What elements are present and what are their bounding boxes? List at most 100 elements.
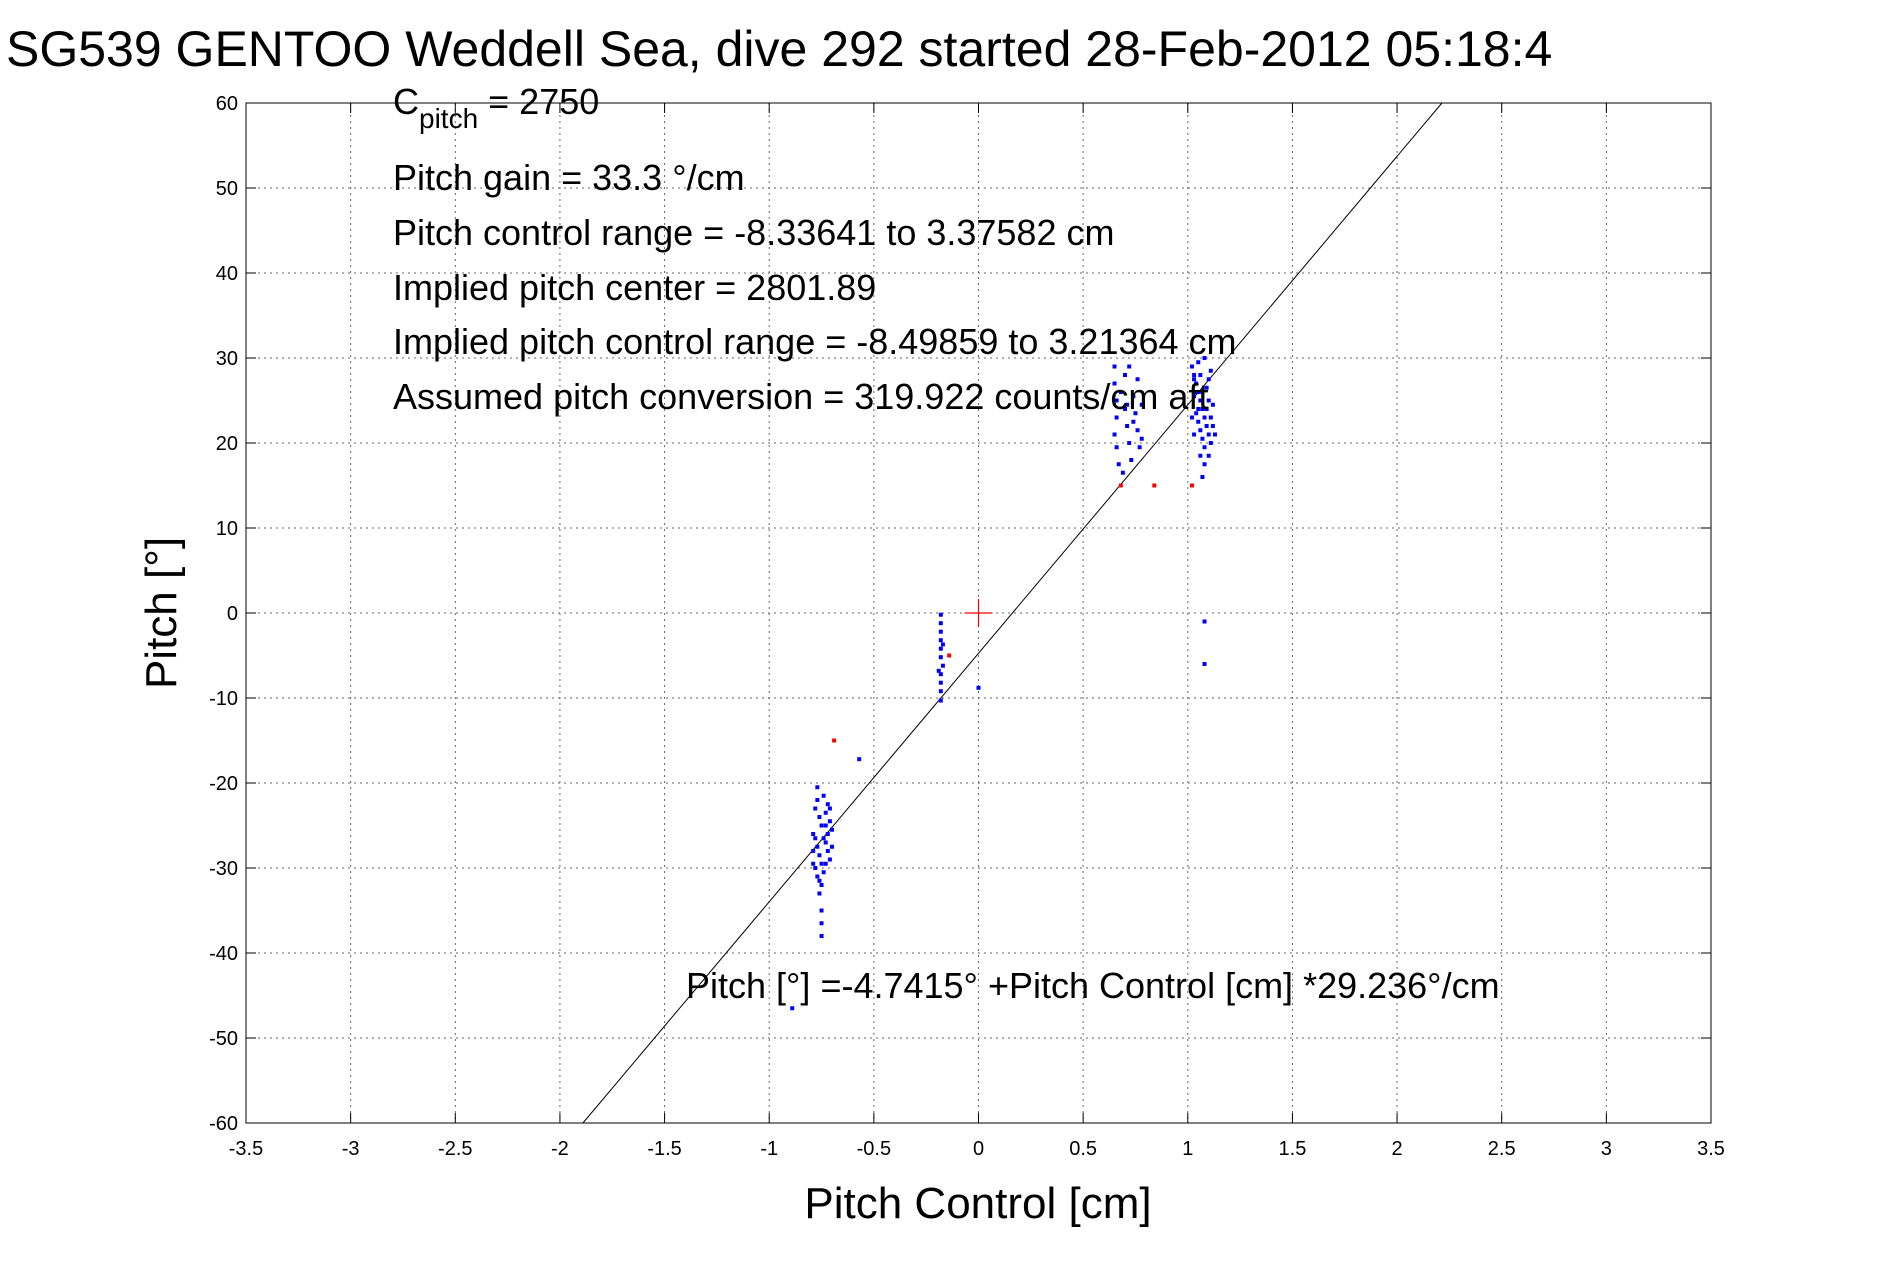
data-point (1204, 424, 1209, 428)
data-point (811, 849, 816, 853)
data-point (823, 840, 828, 845)
data-point (1192, 432, 1197, 437)
y-tick-label: 20 (216, 433, 238, 455)
data-point (821, 870, 826, 875)
data-point (1135, 428, 1140, 433)
axis-ticks (245, 102, 1712, 1124)
data-point (1125, 402, 1130, 407)
data-point (938, 689, 943, 694)
data-point (813, 866, 818, 870)
data-point (938, 612, 943, 617)
data-point (938, 655, 943, 660)
data-point (1198, 398, 1203, 403)
data-point (813, 836, 818, 841)
y-tick-label: -20 (209, 773, 238, 795)
data-point (825, 849, 830, 853)
y-tick-label: -10 (209, 688, 238, 710)
x-tick-label: -2 (551, 1138, 569, 1160)
data-point (1192, 394, 1197, 399)
data-point (830, 827, 834, 832)
data-point (938, 646, 943, 651)
assumed-pitch-conversion-annotation: Assumed pitch conversion = 319.922 count… (393, 376, 1208, 417)
data-point (830, 844, 834, 849)
data-point (1125, 424, 1130, 428)
data-point (1198, 373, 1203, 377)
data-point (1202, 445, 1207, 450)
data-point (1131, 419, 1136, 424)
data-point (1210, 424, 1215, 428)
x-tick-label: -2.5 (438, 1138, 472, 1160)
data-point (819, 861, 824, 866)
data-point (1194, 390, 1199, 394)
data-point (832, 738, 837, 743)
data-point (823, 861, 828, 866)
data-point (1202, 356, 1207, 360)
x-tick-label: -0.5 (857, 1138, 891, 1160)
x-tick-label: 1 (1182, 1138, 1193, 1160)
y-tick-label: 30 (216, 348, 238, 370)
data-point (819, 823, 824, 828)
data-point (1196, 390, 1201, 394)
data-point (1208, 368, 1213, 373)
data-point (821, 836, 826, 841)
fit-equation-annotation: Pitch [°] =-4.7415° +Pitch Control [cm] … (686, 965, 1500, 1006)
data-point (1112, 381, 1117, 386)
data-point (790, 1006, 795, 1011)
data-point (940, 663, 945, 668)
data-point (823, 823, 828, 828)
data-point (1118, 390, 1123, 394)
data-point (1123, 373, 1127, 377)
data-point (1198, 428, 1203, 433)
data-point (825, 832, 830, 836)
data-point (1200, 475, 1205, 479)
c-pitch-value: = 2750 (478, 81, 599, 122)
data-point (938, 621, 943, 626)
data-point (1129, 458, 1134, 462)
data-point (1127, 441, 1132, 445)
data-point (1202, 415, 1207, 420)
x-tick-label: -1 (760, 1138, 778, 1160)
data-point (1200, 436, 1205, 441)
c-pitch-annotation: Cpitch = 2750 (393, 81, 599, 134)
data-point (817, 853, 822, 858)
data-point (947, 653, 952, 658)
data-point (815, 844, 820, 849)
y-tick-label: 40 (216, 263, 238, 285)
data-point (940, 642, 945, 647)
data-point (1192, 377, 1197, 382)
y-tick-label: 10 (216, 518, 238, 540)
x-tick-label: 3 (1601, 1138, 1612, 1160)
x-axis-label: Pitch Control [cm] (804, 1179, 1151, 1228)
data-point (1118, 483, 1123, 488)
data-point (817, 891, 822, 896)
y-tick-label: 60 (216, 93, 238, 115)
y-tick-label: -30 (209, 858, 238, 880)
annotation-block: Cpitch = 2750 Pitch gain = 33.3 °/cm Pit… (393, 81, 1237, 417)
data-point (1200, 390, 1205, 394)
center-marker (964, 599, 993, 627)
data-point (1131, 394, 1136, 399)
c-pitch-subscript: pitch (419, 103, 478, 134)
data-point (1202, 662, 1207, 666)
data-point (1112, 364, 1117, 369)
y-tick-label: 50 (216, 178, 238, 200)
data-point (1194, 411, 1199, 416)
x-tick-label: 3.5 (1697, 1138, 1725, 1160)
data-point (938, 680, 943, 685)
y-axis-label: Pitch [°] (137, 537, 186, 689)
data-point (817, 815, 822, 819)
data-point (811, 832, 816, 836)
c-pitch-main: C (393, 81, 419, 122)
data-point (813, 806, 818, 811)
data-point (1114, 445, 1119, 450)
data-point (819, 883, 824, 887)
data-point (819, 921, 824, 926)
tick-labels: -3.5 -3 -2.5 -2 -1.5 -1 -0.5 0 0.5 1 1.5 2 2.5 3 3.5 -6… (209, 93, 1725, 1160)
data-point (823, 810, 828, 815)
data-point (1206, 377, 1211, 382)
x-tick-label: 1.5 (1279, 1138, 1307, 1160)
x-tick-label: 2 (1392, 1138, 1403, 1160)
data-point (938, 672, 943, 677)
data-point (1139, 436, 1144, 441)
